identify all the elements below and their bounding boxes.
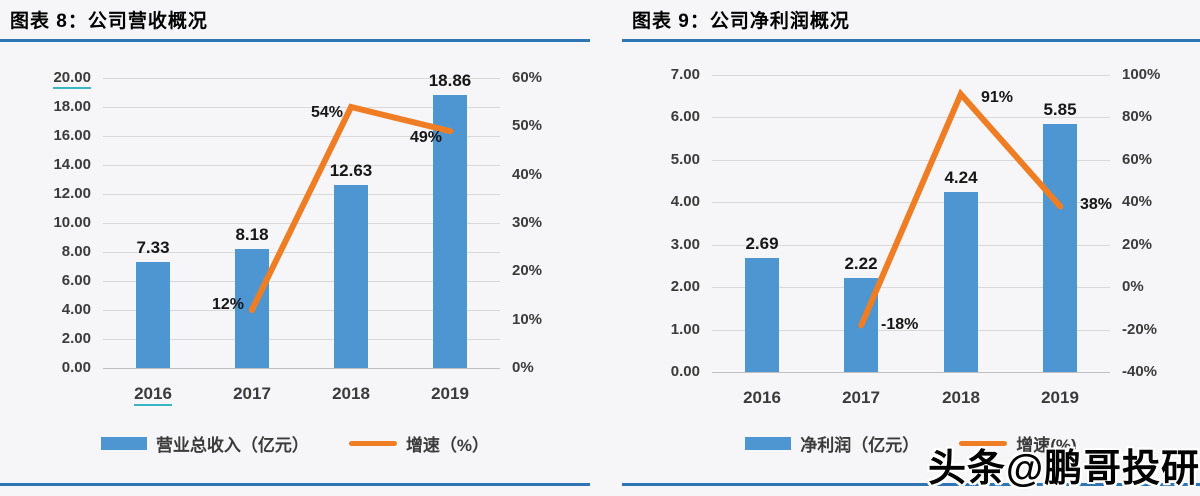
- y-axis-tick-right: 20%: [512, 262, 543, 279]
- x-axis-label: 2016: [108, 384, 198, 406]
- bar: [334, 185, 368, 368]
- bar-swatch-icon: [745, 436, 792, 450]
- bar-value-label: 7.33: [136, 238, 170, 257]
- x-axis-label: 2018: [332, 384, 370, 403]
- gridline: [103, 339, 500, 340]
- y-axis-tick-right: 0%: [512, 359, 534, 376]
- gridline: [103, 78, 500, 79]
- title-separator-line: [622, 39, 1200, 42]
- y-axis-tick-left: 2.00: [61, 330, 91, 347]
- legend-label-line: 增速(%): [1016, 435, 1077, 455]
- chart-title: 图表 9：公司净利润概况: [632, 11, 850, 32]
- gridline: [712, 330, 1110, 331]
- chart-panel-netprofit: 图表 9：公司净利润概况 净利润（亿元） 增速(%) 7.00 6.00 5.00 4…: [622, 0, 1200, 496]
- y-axis-tick-left: 4.00: [670, 193, 700, 210]
- bar: [1043, 124, 1077, 372]
- y-axis-tick-left: 14.00: [53, 156, 91, 173]
- y-axis-tick-left: 6.00: [61, 272, 91, 289]
- y-axis-tick-right: 60%: [1122, 151, 1153, 168]
- bar-value-label: 12.63: [329, 161, 373, 180]
- y-axis-tick-left: 8.00: [61, 243, 91, 260]
- y-axis-tick-left: 2.00: [670, 278, 700, 295]
- x-axis-label: 2017: [233, 384, 271, 403]
- bar-value-label: 8.18: [235, 225, 269, 244]
- x-axis-label: 2016: [743, 388, 781, 407]
- watermark: 头条@鹏哥投研: [927, 448, 1200, 490]
- bar-value-label: 5.85: [1043, 100, 1077, 119]
- y-axis-tick-left: 0.00: [61, 359, 91, 376]
- bar: [745, 258, 779, 372]
- bar-value-label: 2.69: [745, 234, 779, 253]
- bottom-separator-line: [0, 483, 590, 486]
- bar-value-label: 18.86: [428, 71, 472, 90]
- line-value-label: 12%: [211, 296, 244, 313]
- bar-swatch-icon: [100, 436, 147, 450]
- y-axis-tick-right: 40%: [1122, 193, 1153, 210]
- y-axis-tick-left: 18.00: [53, 98, 91, 115]
- x-axis-label: 2019: [431, 384, 469, 403]
- gridline: [103, 368, 500, 369]
- bar-value-label: 2.22: [844, 254, 878, 273]
- y-axis-tick-left: 3.00: [670, 236, 700, 253]
- bar: [844, 278, 878, 372]
- line-value-label: 54%: [310, 104, 343, 121]
- y-axis-tick-right: -40%: [1122, 363, 1158, 380]
- legend-label-line: 增速（%）: [405, 435, 490, 455]
- y-axis-tick-right: 80%: [1122, 108, 1153, 125]
- legend-label-bar: 净利润（亿元）: [800, 435, 920, 455]
- legend: 营业总收入（亿元） 增速（%）: [0, 430, 590, 456]
- y-axis-tick-right: 30%: [512, 214, 543, 231]
- y-axis-tick-right: 40%: [512, 166, 543, 183]
- y-axis-tick-right: 10%: [512, 311, 543, 328]
- y-axis-tick-right: -20%: [1122, 321, 1158, 338]
- gridline: [712, 75, 1110, 76]
- legend-item-bar: 营业总收入（亿元）: [100, 431, 309, 456]
- chart-title: 图表 8：公司营收概况: [10, 11, 208, 32]
- legend-item-bar: 净利润（亿元）: [745, 431, 919, 456]
- bar-value-label: 4.24: [944, 168, 978, 187]
- chart-panel-revenue: 图表 8：公司营收概况 营业总收入（亿元） 增速（%） 20.00 18.00 16…: [0, 0, 590, 496]
- bottom-separator-line: [622, 483, 1200, 486]
- y-axis-tick-left: 6.00: [670, 108, 700, 125]
- gridline: [712, 372, 1110, 373]
- y-axis-tick-right: 50%: [512, 117, 543, 134]
- y-axis-tick-left: 4.00: [61, 301, 91, 318]
- line-value-label: 49%: [409, 129, 442, 146]
- y-axis-tick-left: 10.00: [53, 214, 91, 231]
- line-value-label: 38%: [1080, 196, 1113, 213]
- line-value-label: 91%: [981, 89, 1014, 106]
- legend-item-line: 增速(%): [959, 431, 1077, 456]
- y-axis-tick-right: 100%: [1122, 66, 1161, 83]
- line-value-label: -18%: [881, 316, 919, 333]
- y-axis-tick-right: 60%: [512, 69, 543, 86]
- y-axis-tick-left: 20.00: [0, 69, 91, 89]
- y-axis-tick-left: 0.00: [670, 363, 700, 380]
- y-axis-tick-right: 0%: [1122, 278, 1144, 295]
- x-axis-label: 2017: [842, 388, 880, 407]
- y-axis-tick-left: 7.00: [670, 66, 700, 83]
- y-axis-tick-left: 1.00: [670, 321, 700, 338]
- line-swatch-icon: [348, 440, 397, 446]
- legend-item-line: 增速（%）: [348, 431, 490, 456]
- y-axis-tick-left: 12.00: [53, 185, 91, 202]
- legend-label-bar: 营业总收入（亿元）: [155, 435, 309, 455]
- x-axis-label: 2018: [942, 388, 980, 407]
- y-axis-tick-left: 16.00: [53, 127, 91, 144]
- line-swatch-icon: [959, 440, 1008, 446]
- x-axis-label: 2019: [1041, 388, 1079, 407]
- y-axis-tick-left: 5.00: [670, 151, 700, 168]
- bar: [944, 192, 978, 372]
- title-separator-line: [0, 39, 590, 42]
- y-axis-tick-right: 20%: [1122, 236, 1153, 253]
- bar: [136, 262, 170, 368]
- legend: 净利润（亿元） 增速(%): [622, 430, 1200, 456]
